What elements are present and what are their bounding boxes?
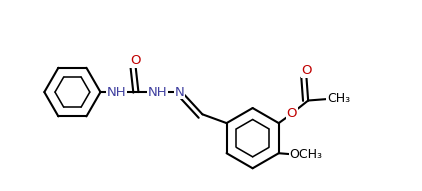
Text: O: O (130, 54, 140, 67)
Text: O: O (287, 107, 297, 120)
Text: NH: NH (148, 86, 168, 99)
Text: OCH₃: OCH₃ (289, 148, 322, 161)
Text: O: O (301, 64, 312, 77)
Text: NH: NH (106, 86, 126, 99)
Text: CH₃: CH₃ (327, 92, 350, 105)
Text: N: N (174, 86, 184, 99)
